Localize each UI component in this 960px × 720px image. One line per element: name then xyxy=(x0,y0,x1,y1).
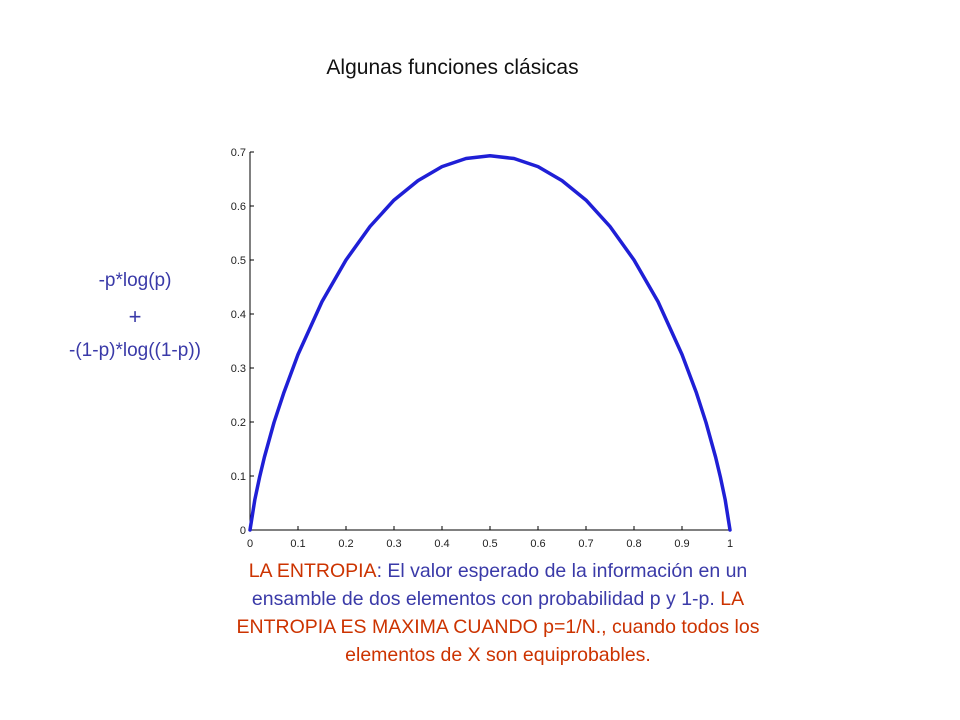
y-tick-label: 0.7 xyxy=(231,147,246,159)
x-tick-label: 0.5 xyxy=(482,538,497,550)
y-tick-label: 0.1 xyxy=(231,471,246,483)
x-tick-label: 0 xyxy=(247,538,253,550)
x-tick-label: 0.9 xyxy=(674,538,689,550)
formula-line-1: -p*log(p) xyxy=(98,270,172,291)
formula-line-2: -(1-p)*log((1-p)) xyxy=(69,340,201,361)
caption-text: : El valor esperado de la información en… xyxy=(251,560,748,610)
caption-highlight-2: LA ENTROPIA ES MAXIMA CUANDO p=1/N., cua… xyxy=(236,588,760,666)
page-title: Algunas funciones clásicas xyxy=(326,56,579,79)
y-tick-label: 0.6 xyxy=(231,201,246,213)
y-tick-label: 0.4 xyxy=(231,309,246,321)
x-tick-label: 0.1 xyxy=(290,538,305,550)
x-tick-label: 1 xyxy=(727,538,733,550)
y-tick-label: 0 xyxy=(240,525,246,537)
y-tick-label: 0.3 xyxy=(231,363,246,375)
y-tick-label: 0.5 xyxy=(231,255,246,267)
entropy-curve xyxy=(248,154,732,532)
x-tick-label: 0.8 xyxy=(626,538,641,550)
caption: LA ENTROPIA: El valor esperado de la inf… xyxy=(230,557,766,669)
y-tick-label: 0.2 xyxy=(231,417,246,429)
formula-plus: + xyxy=(128,304,142,329)
x-tick-label: 0.7 xyxy=(578,538,593,550)
x-tick-label: 0.4 xyxy=(434,538,449,550)
x-tick-label: 0.3 xyxy=(386,538,401,550)
x-tick-label: 0.2 xyxy=(338,538,353,550)
x-tick-label: 0.6 xyxy=(530,538,545,550)
caption-highlight-1: LA ENTROPIA xyxy=(248,560,377,582)
